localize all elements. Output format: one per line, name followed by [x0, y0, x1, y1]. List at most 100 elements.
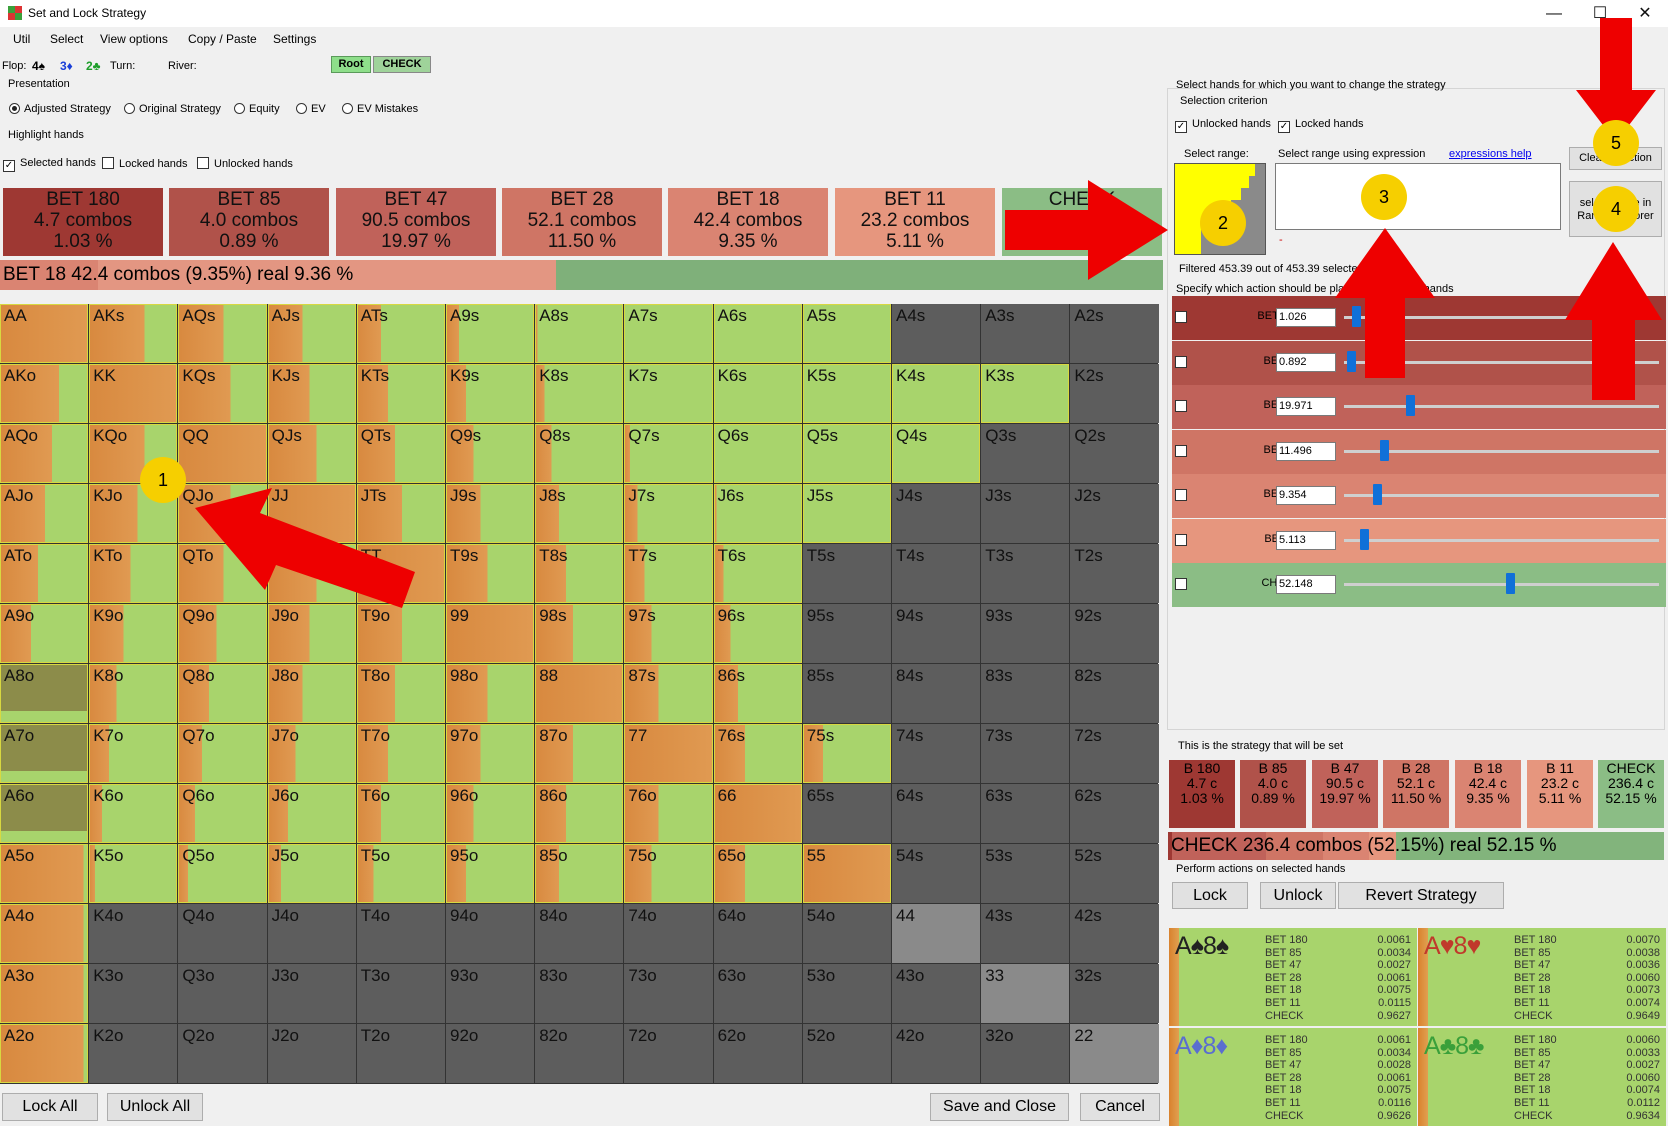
action-slider-thumb[interactable] — [1505, 573, 1515, 594]
hand-cell[interactable]: 86o — [535, 784, 624, 843]
hand-cell[interactable]: 88 — [535, 664, 624, 723]
hand-cell[interactable]: AJs — [267, 304, 356, 363]
action-slider-thumb[interactable] — [1373, 484, 1383, 505]
hand-cell[interactable]: A3o — [0, 964, 89, 1023]
hand-cell[interactable]: KK — [89, 364, 178, 423]
hand-cell[interactable]: AJo — [0, 484, 89, 543]
hand-cell[interactable]: 54o — [802, 904, 891, 963]
hand-cell[interactable]: J6s — [713, 484, 802, 543]
hand-cell[interactable]: 98s — [535, 604, 624, 663]
checkbox-locked-criterion[interactable]: ✓ Locked hands — [1278, 118, 1364, 133]
hand-cell[interactable]: AQo — [0, 424, 89, 483]
hand-cell[interactable]: 64s — [892, 784, 981, 843]
hand-cell[interactable]: A3s — [981, 304, 1070, 363]
hand-cell[interactable]: A6o — [0, 784, 89, 843]
hand-cell[interactable]: K4o — [89, 904, 178, 963]
hand-cell[interactable]: A9s — [446, 304, 535, 363]
hand-cell[interactable]: K5o — [89, 844, 178, 903]
hand-cell[interactable]: A4s — [892, 304, 981, 363]
hand-cell[interactable]: K8s — [535, 364, 624, 423]
hand-cell[interactable]: A6s — [713, 304, 802, 363]
hand-cell[interactable]: 93o — [446, 964, 535, 1023]
hand-cell[interactable]: J4s — [892, 484, 981, 543]
hand-cell[interactable]: J3o — [267, 964, 356, 1023]
hand-cell[interactable]: 98o — [446, 664, 535, 723]
hand-cell[interactable]: K3s — [981, 364, 1070, 423]
hand-cell[interactable]: 87o — [535, 724, 624, 783]
hand-cell[interactable]: 76s — [713, 724, 802, 783]
hand-cell[interactable]: 52s — [1070, 844, 1159, 903]
hand-cell[interactable]: J8s — [535, 484, 624, 543]
hand-cell[interactable]: 72o — [624, 1024, 713, 1083]
hand-cell[interactable]: T7o — [356, 724, 445, 783]
radio-equity[interactable]: Equity — [234, 103, 280, 115]
hand-cell[interactable]: Q4o — [178, 904, 267, 963]
hand-cell[interactable]: T4o — [356, 904, 445, 963]
hand-cell[interactable]: JTs — [356, 484, 445, 543]
radio-ev-mistakes[interactable]: EV Mistakes — [342, 103, 418, 115]
hand-cell[interactable]: 73s — [981, 724, 1070, 783]
hand-cell[interactable]: K7o — [89, 724, 178, 783]
hand-cell[interactable]: 65s — [802, 784, 891, 843]
hand-cell[interactable]: Q9s — [446, 424, 535, 483]
lock-all-button[interactable]: Lock All — [2, 1093, 98, 1121]
radio-ev[interactable]: EV — [296, 103, 326, 115]
minimize-button[interactable]: — — [1546, 5, 1562, 22]
lock-button[interactable]: Lock — [1172, 882, 1248, 909]
save-and-close-button[interactable]: Save and Close — [930, 1093, 1069, 1121]
hand-cell[interactable]: 42s — [1070, 904, 1159, 963]
hand-cell[interactable]: KQs — [178, 364, 267, 423]
hand-cell[interactable]: Q7s — [624, 424, 713, 483]
hand-cell[interactable]: KTo — [89, 544, 178, 603]
action-value-input[interactable]: 19.971 — [1276, 397, 1336, 416]
action-slider-track[interactable] — [1344, 405, 1659, 408]
hand-cell[interactable]: 85o — [535, 844, 624, 903]
hand-cell[interactable]: J3s — [981, 484, 1070, 543]
hand-cell[interactable]: 75s — [802, 724, 891, 783]
combo-card[interactable]: A♥8♥ BET 180 0.0070 BET 85 0.0038 BET 47 0.00… — [1418, 928, 1666, 1026]
hand-cell[interactable]: Q3s — [981, 424, 1070, 483]
action-checkbox[interactable] — [1175, 533, 1187, 546]
hand-cell[interactable]: 74s — [892, 724, 981, 783]
checkbox-locked-hands[interactable]: Locked hands — [102, 157, 188, 170]
unlock-all-button[interactable]: Unlock All — [107, 1093, 203, 1121]
hand-cell[interactable]: 63s — [981, 784, 1070, 843]
revert-strategy-button[interactable]: Revert Strategy — [1338, 882, 1504, 909]
hand-cell[interactable]: 33 — [981, 964, 1070, 1023]
hand-cell[interactable]: T5o — [356, 844, 445, 903]
action-value-input[interactable]: 5.113 — [1276, 530, 1336, 550]
hand-cell[interactable]: T3s — [981, 544, 1070, 603]
action-slider-thumb[interactable] — [1406, 395, 1415, 416]
hand-cell[interactable]: 95o — [446, 844, 535, 903]
hand-cell[interactable]: 97s — [624, 604, 713, 663]
checkbox-unlocked-criterion[interactable]: ✓ Unlocked hands — [1175, 118, 1271, 133]
hand-cell[interactable]: Q7o — [178, 724, 267, 783]
hand-cell[interactable]: 44 — [892, 904, 981, 963]
action-value-input[interactable]: 52.148 — [1276, 575, 1336, 594]
hand-cell[interactable]: K6o — [89, 784, 178, 843]
hand-cell[interactable]: KTs — [356, 364, 445, 423]
action-slider-track[interactable] — [1344, 449, 1659, 453]
hand-cell[interactable]: 96o — [446, 784, 535, 843]
hand-cell[interactable]: T4s — [892, 544, 981, 603]
action-checkbox[interactable] — [1175, 578, 1187, 590]
hand-cell[interactable]: J2s — [1070, 484, 1159, 543]
menu-copy-paste[interactable]: Copy / Paste — [188, 32, 257, 46]
cancel-button[interactable]: Cancel — [1080, 1093, 1160, 1121]
maximize-button[interactable]: ☐ — [1592, 5, 1608, 22]
hand-cell[interactable]: T6s — [713, 544, 802, 603]
hand-cell[interactable]: Q5s — [802, 424, 891, 483]
combo-card[interactable]: A♠8♠ BET 180 0.0061 BET 85 0.0034 BET 47 0.00… — [1169, 928, 1417, 1026]
hand-cell[interactable]: J4o — [267, 904, 356, 963]
hand-cell[interactable]: Q2s — [1070, 424, 1159, 483]
hand-cell[interactable]: 83o — [535, 964, 624, 1023]
hand-cell[interactable]: 82s — [1070, 664, 1159, 723]
combo-card[interactable]: A♣8♣ BET 180 0.0060 BET 85 0.0033 BET 47 0.00… — [1418, 1028, 1666, 1126]
hand-cell[interactable]: AKs — [89, 304, 178, 363]
hand-cell[interactable]: AKo — [0, 364, 89, 423]
hand-cell[interactable]: Q8s — [535, 424, 624, 483]
action-slider-thumb[interactable] — [1352, 306, 1362, 327]
hand-cell[interactable]: 74o — [624, 904, 713, 963]
hand-cell[interactable]: T5s — [802, 544, 891, 603]
hand-cell[interactable]: A9o — [0, 604, 89, 663]
